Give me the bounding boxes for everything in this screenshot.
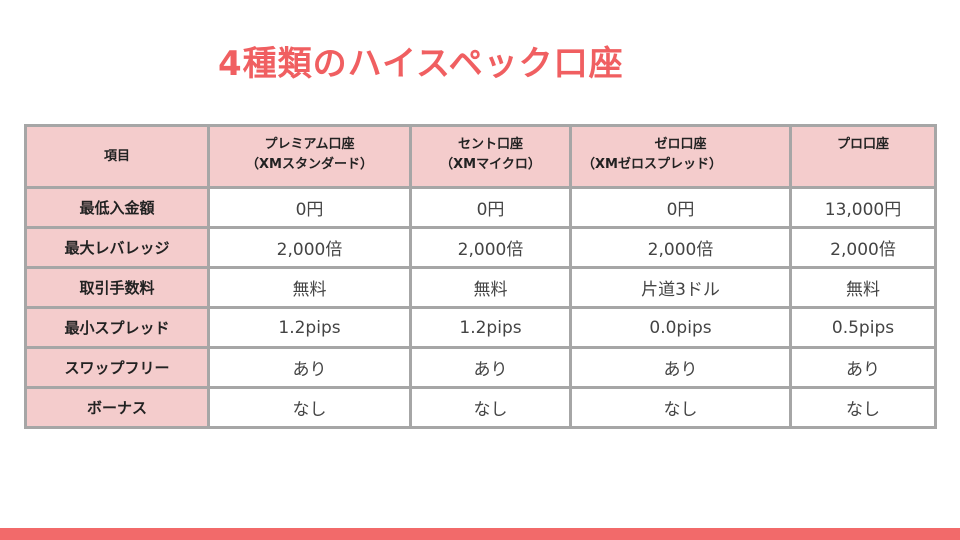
table-row: スワップフリー あり あり あり あり — [24, 346, 937, 389]
header-zero-account: ゼロ口座 （XMゼロスプレッド） — [569, 124, 792, 189]
header-cent-account: セント口座 （XMマイクロ） — [409, 124, 572, 189]
header-item: 項目 — [24, 124, 210, 189]
table-cell: 1.2pips — [409, 306, 572, 349]
header-premium-account: プレミアム口座 （XMスタンダード） — [207, 124, 412, 189]
table-cell: 2,000倍 — [789, 226, 937, 269]
table-cell: あり — [207, 346, 412, 389]
row-label: ボーナス — [24, 386, 210, 429]
table-cell: なし — [207, 386, 412, 429]
table-row: 最大レバレッジ 2,000倍 2,000倍 2,000倍 2,000倍 — [24, 226, 937, 269]
header-label: プロ口座 — [836, 137, 889, 152]
table-cell: 0円 — [207, 186, 412, 229]
header-label: セント口座 — [457, 137, 523, 152]
table-cell: 片道3ドル — [569, 266, 792, 309]
table-cell: 2,000倍 — [569, 226, 792, 269]
slide-title: 4種類のハイスペック口座 — [218, 44, 624, 84]
row-label: 最低入金額 — [24, 186, 210, 229]
row-label: スワップフリー — [24, 346, 210, 389]
header-sublabel: （XMスタンダード） — [246, 157, 373, 172]
table-cell: なし — [569, 386, 792, 429]
row-label: 最小スプレッド — [24, 306, 210, 349]
table-cell: 0.0pips — [569, 306, 792, 349]
table-cell: 0円 — [569, 186, 792, 229]
header-label: ゼロ口座 — [654, 137, 707, 152]
table-header-row: 項目 プレミアム口座 （XMスタンダード） セント口座 （XMマイクロ） ゼロ口… — [24, 124, 937, 189]
bottom-accent-bar — [0, 528, 960, 540]
table-cell: なし — [789, 386, 937, 429]
table-cell: 0.5pips — [789, 306, 937, 349]
header-sublabel: （XMマイクロ） — [440, 157, 541, 172]
table-cell: 13,000円 — [789, 186, 937, 229]
table-cell: 無料 — [409, 266, 572, 309]
table-row: ボーナス なし なし なし なし — [24, 386, 937, 429]
table-row: 最低入金額 0円 0円 0円 13,000円 — [24, 186, 937, 229]
header-sublabel: （XMゼロスプレッド） — [582, 157, 722, 172]
table-cell: 無料 — [789, 266, 937, 309]
table-row: 取引手数料 無料 無料 片道3ドル 無料 — [24, 266, 937, 309]
table-cell: 2,000倍 — [207, 226, 412, 269]
table-cell: あり — [569, 346, 792, 389]
table-row: 最小スプレッド 1.2pips 1.2pips 0.0pips 0.5pips — [24, 306, 937, 349]
header-label: プレミアム口座 — [264, 137, 355, 152]
table-cell: なし — [409, 386, 572, 429]
table-cell: 無料 — [207, 266, 412, 309]
row-label: 取引手数料 — [24, 266, 210, 309]
table-cell: 0円 — [409, 186, 572, 229]
row-label: 最大レバレッジ — [24, 226, 210, 269]
table-cell: 2,000倍 — [409, 226, 572, 269]
table-cell: 1.2pips — [207, 306, 412, 349]
header-pro-account: プロ口座 — [789, 124, 937, 189]
account-comparison-table: 項目 プレミアム口座 （XMスタンダード） セント口座 （XMマイクロ） ゼロ口… — [24, 124, 937, 429]
table-cell: あり — [789, 346, 937, 389]
table-cell: あり — [409, 346, 572, 389]
